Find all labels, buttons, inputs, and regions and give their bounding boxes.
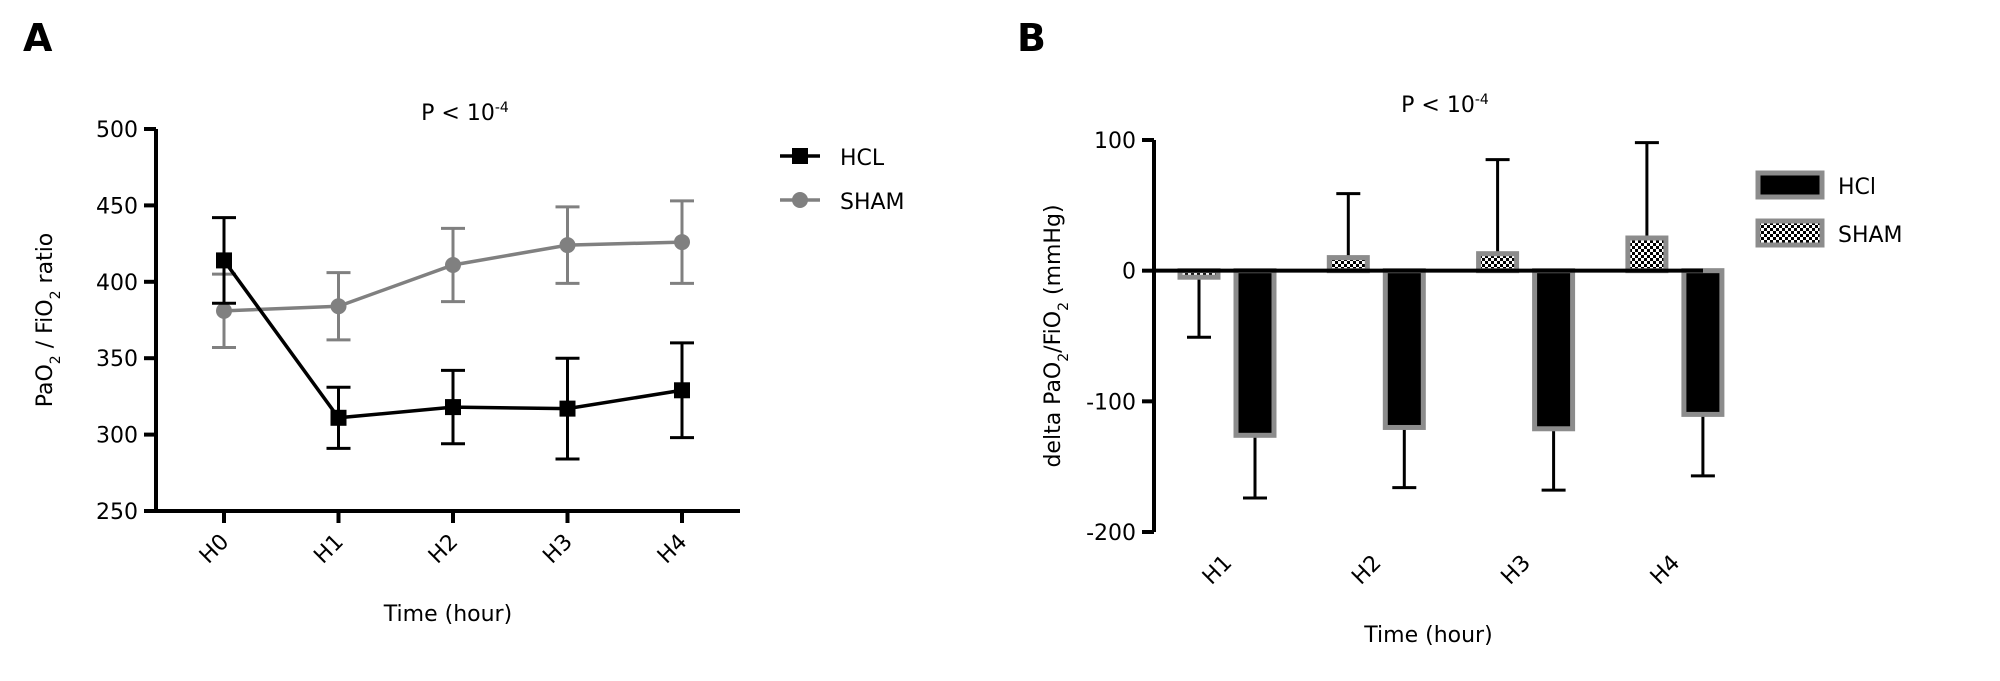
error-bar: [1187, 277, 1211, 339]
error-bar: [1634, 141, 1659, 238]
x-tick-label: H2: [424, 530, 463, 569]
bar: [1233, 268, 1277, 438]
marker: [445, 256, 461, 273]
marker: [445, 399, 461, 416]
marker: [216, 252, 232, 269]
annotation: P < 10-4: [421, 100, 509, 126]
annotation-part: -4: [495, 100, 509, 116]
legend-swatch: [1755, 218, 1825, 248]
bar: [1382, 268, 1426, 430]
panel-label: B: [1017, 16, 1046, 60]
y-axis-label-part: 2: [48, 355, 64, 364]
y-axis-label-part: delta PaO: [1041, 362, 1066, 468]
annotation-part: P < 10: [1401, 93, 1475, 118]
y-tick-label: 400: [96, 271, 138, 296]
legend-marker: [792, 192, 808, 208]
y-tick-label: -200: [1086, 521, 1136, 546]
error-bar: [1243, 435, 1267, 500]
y-axis-label: delta PaO2/FiO2 (mmHg): [1041, 204, 1072, 467]
panel-label: A: [23, 16, 53, 60]
error-bar: [1690, 414, 1715, 478]
x-axis-label: Time (hour): [383, 602, 512, 627]
annotation-part: P < 10: [421, 101, 495, 126]
marker: [559, 237, 576, 254]
y-tick-label: 300: [96, 424, 138, 449]
bar: [1532, 268, 1576, 432]
bar: [1681, 268, 1725, 417]
legend-marker: [792, 148, 808, 164]
y-axis-label: PaO2 / FiO2 ratio: [33, 233, 64, 408]
y-axis-label-part: (mmHg): [1041, 204, 1066, 302]
error-bar: [1336, 192, 1361, 258]
y-tick-label: 450: [96, 194, 138, 219]
marker: [674, 382, 690, 399]
marker: [216, 302, 232, 319]
marker: [330, 409, 347, 426]
y-axis-label-part: /FiO: [1041, 311, 1066, 353]
legend-label: HCl: [1838, 175, 1876, 200]
annotation-part: -4: [1475, 92, 1489, 108]
x-tick-label: H2: [1347, 551, 1386, 590]
x-tick-label: H4: [1646, 551, 1685, 590]
y-axis-label-part: PaO: [33, 364, 58, 407]
y-axis-label-part: ratio: [33, 233, 58, 291]
y-axis-label-part: / FiO: [33, 299, 58, 355]
y-tick-label: 0: [1122, 260, 1136, 285]
error-bar: [1392, 427, 1417, 490]
x-tick-label: H4: [653, 530, 692, 569]
marker: [674, 234, 690, 251]
bar: [1476, 251, 1520, 274]
legend-label: HCL: [840, 146, 885, 171]
legend-label: SHAM: [840, 190, 905, 215]
legend-label: SHAM: [1838, 223, 1903, 248]
legend-swatch: [1755, 170, 1825, 200]
y-tick-label: 100: [1094, 129, 1136, 154]
marker: [559, 400, 576, 417]
x-axis-label: Time (hour): [1363, 623, 1492, 648]
error-bar: [1485, 158, 1510, 254]
annotation: P < 10-4: [1401, 92, 1489, 118]
y-axis-label-part: 2: [1056, 353, 1072, 362]
y-tick-label: 350: [96, 347, 138, 372]
y-tick-label: 500: [96, 118, 138, 143]
x-tick-label: H1: [1198, 551, 1237, 590]
x-tick-label: H0: [195, 530, 234, 569]
y-tick-label: 250: [96, 500, 138, 525]
x-tick-label: H3: [1497, 551, 1536, 590]
x-tick-label: H3: [538, 530, 577, 569]
y-axis-label-part: 2: [1056, 302, 1072, 311]
error-bar: [1541, 428, 1566, 492]
x-tick-label: H1: [309, 530, 348, 569]
y-axis-label-part: 2: [48, 290, 64, 299]
marker: [330, 298, 347, 315]
y-tick-label: -100: [1086, 390, 1136, 415]
bar: [1625, 235, 1669, 274]
